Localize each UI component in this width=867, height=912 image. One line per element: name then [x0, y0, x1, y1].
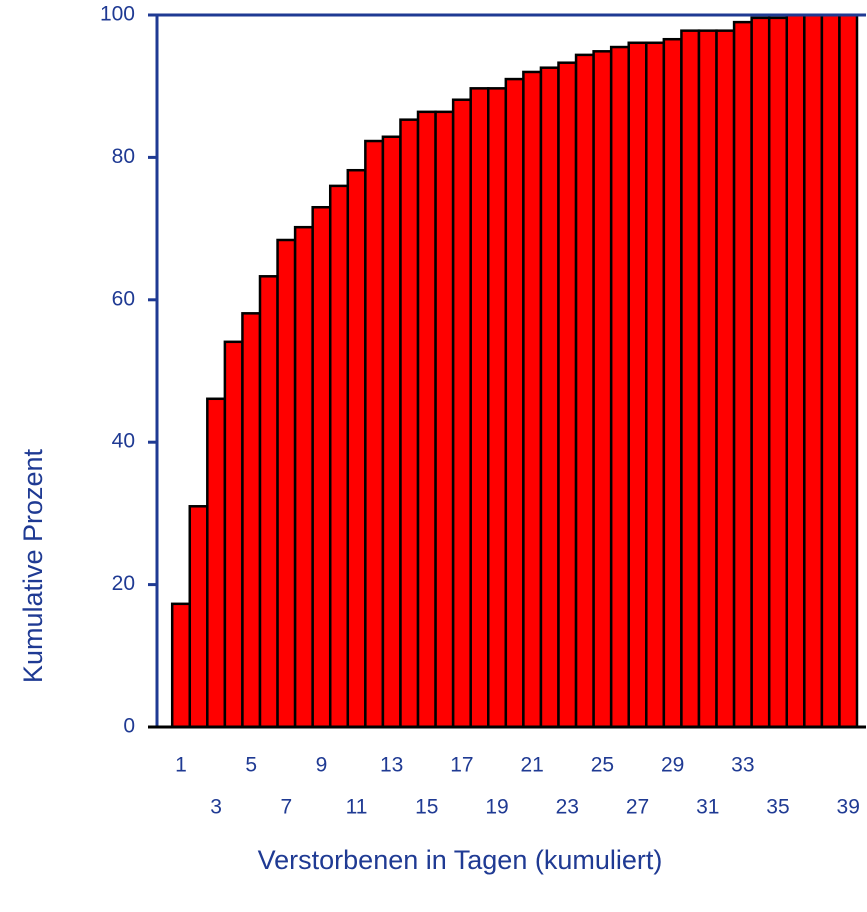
bar: [732, 20, 753, 729]
y-tick-label: 20: [112, 572, 135, 595]
x-tick-label: 25: [591, 754, 614, 777]
bar: [750, 16, 771, 729]
bar: [662, 37, 683, 729]
bar: [767, 16, 789, 729]
bar: [451, 98, 472, 729]
bar: [399, 118, 420, 729]
bar: [838, 13, 859, 729]
bar: [539, 66, 560, 729]
x-tick-label: 35: [766, 796, 789, 819]
y-tick-label: 0: [123, 715, 135, 738]
x-tick-label: 39: [837, 796, 860, 819]
bar: [170, 602, 192, 729]
bar: [697, 29, 718, 729]
bar: [346, 168, 367, 729]
x-tick-label: 29: [661, 754, 684, 777]
x-tick-label: 11: [346, 796, 368, 819]
x-tick-label: 31: [696, 796, 719, 819]
x-tick-label: 3: [210, 796, 222, 819]
x-tick-label: 27: [626, 796, 649, 819]
bar: [206, 397, 227, 729]
y-tick-label: 100: [100, 3, 135, 26]
x-tick-label: 1: [175, 754, 187, 777]
x-tick-label: 13: [380, 754, 403, 777]
bar: [381, 135, 402, 729]
bar: [469, 87, 490, 729]
bar: [416, 110, 437, 729]
bar: [785, 13, 806, 729]
bar: [574, 53, 595, 729]
x-tick-label: 17: [450, 754, 473, 777]
bar: [557, 61, 578, 729]
y-tick-label: 80: [112, 145, 135, 168]
x-tick-label: 15: [415, 796, 438, 819]
bar: [522, 70, 543, 729]
bar: [487, 87, 508, 729]
bar: [803, 13, 824, 729]
bar: [645, 41, 666, 729]
y-axis-title: Kumulative Prozent: [18, 448, 48, 683]
bar: [328, 184, 350, 729]
bar: [293, 225, 314, 729]
bar: [364, 139, 385, 729]
x-tick-label: 33: [731, 754, 754, 777]
y-tick-label: 60: [112, 287, 135, 310]
x-tick-label: 5: [245, 754, 257, 777]
x-tick-label: 21: [520, 754, 543, 777]
bar: [609, 45, 630, 729]
bar: [434, 110, 455, 729]
x-tick-label: 23: [556, 796, 579, 819]
bar: [258, 275, 279, 729]
bar: [241, 312, 262, 729]
bar: [223, 340, 244, 729]
x-axis-title: Verstorbenen in Tagen (kumuliert): [258, 845, 663, 875]
x-tick-label: 19: [485, 796, 508, 819]
bar: [715, 29, 736, 729]
bar: [188, 505, 209, 729]
bar: [276, 238, 297, 729]
bar: [680, 29, 701, 729]
bar: [627, 41, 648, 729]
bar: [504, 77, 525, 729]
y-tick-label: 40: [112, 430, 135, 453]
x-tick-label: 7: [280, 796, 292, 819]
x-tick-label: 9: [316, 754, 328, 777]
bar: [592, 50, 613, 729]
bar: [311, 205, 332, 729]
bar: [820, 13, 841, 729]
